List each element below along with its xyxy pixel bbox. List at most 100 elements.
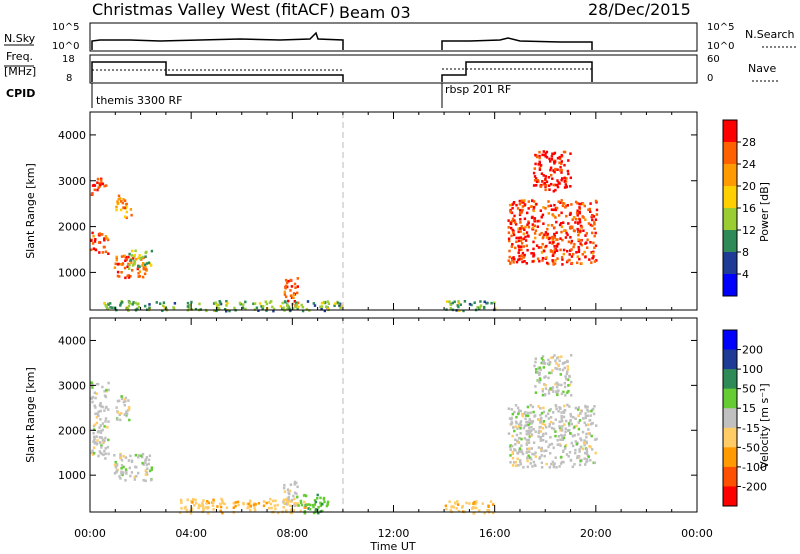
data-cell	[539, 413, 542, 417]
data-cell	[511, 450, 514, 454]
data-cell	[525, 414, 528, 417]
data-cell	[93, 188, 96, 192]
data-cell	[575, 424, 578, 428]
data-cell	[333, 304, 336, 307]
data-cell	[309, 503, 312, 507]
data-cell	[91, 231, 94, 235]
data-cell	[511, 257, 514, 260]
data-cell	[294, 301, 298, 304]
data-cell	[309, 508, 312, 511]
data-cell	[532, 200, 536, 203]
data-cell	[124, 456, 128, 459]
data-cell	[577, 414, 580, 417]
data-cell	[533, 167, 536, 170]
data-cell	[565, 372, 569, 376]
data-cell	[105, 237, 109, 240]
data-cell	[581, 215, 584, 218]
data-cell	[579, 239, 582, 242]
data-cell	[284, 284, 288, 288]
data-cell	[582, 417, 585, 420]
data-cell	[296, 485, 299, 489]
data-cell	[327, 302, 331, 305]
colorbar-tick-label: 28	[742, 136, 756, 149]
data-cell	[554, 259, 557, 262]
colorbar-tick-label: 15	[742, 402, 756, 415]
data-cell	[553, 251, 556, 254]
data-cell	[135, 257, 138, 261]
data-cell	[119, 456, 122, 460]
data-cell	[292, 494, 295, 498]
data-cell	[560, 154, 563, 157]
data-cell	[448, 300, 451, 304]
data-cell	[556, 156, 560, 160]
data-cell	[523, 437, 527, 440]
colorbar-swatch	[723, 252, 737, 275]
data-cell	[567, 455, 570, 458]
data-cell	[553, 203, 556, 207]
data-cell	[570, 255, 574, 258]
colorbar-tick-label: 100	[742, 363, 763, 376]
data-cell	[547, 358, 550, 362]
nsearch-label: N.Search	[745, 28, 795, 41]
data-cell	[564, 427, 567, 430]
data-cell	[123, 215, 127, 218]
data-cell	[221, 499, 224, 502]
data-cell	[98, 404, 102, 407]
data-cell	[568, 374, 571, 378]
data-cell	[538, 156, 541, 160]
data-cell	[486, 301, 489, 305]
data-cell	[525, 438, 529, 442]
data-cell	[545, 449, 548, 452]
velocity-x-axis	[89, 318, 698, 512]
data-cell	[585, 432, 588, 436]
data-cell	[321, 502, 324, 506]
data-cell	[307, 507, 310, 510]
data-cell	[520, 437, 523, 441]
data-cell	[569, 420, 572, 423]
data-cell	[514, 221, 517, 224]
data-cell	[546, 412, 550, 415]
data-cell	[294, 502, 297, 505]
data-cell	[540, 411, 544, 415]
data-cell	[134, 301, 137, 305]
data-cell	[136, 307, 139, 311]
data-cell	[116, 418, 119, 421]
data-cell	[96, 177, 100, 181]
data-cell	[514, 460, 517, 464]
data-cell	[535, 202, 538, 206]
data-cell	[90, 381, 93, 384]
data-cell	[242, 502, 245, 506]
data-cell	[593, 260, 597, 263]
data-cell	[563, 381, 566, 385]
data-cell	[262, 500, 266, 503]
data-cell	[468, 302, 472, 306]
data-cell	[565, 419, 568, 423]
data-cell	[237, 503, 240, 507]
data-cell	[520, 225, 523, 228]
data-cell	[552, 427, 556, 431]
data-cell	[540, 357, 544, 360]
colorbar-tick-label: -100	[742, 461, 767, 474]
data-cell	[534, 430, 537, 433]
data-cell	[141, 264, 144, 267]
data-cell	[99, 451, 102, 455]
data-cell	[561, 438, 564, 442]
data-cell	[537, 435, 540, 438]
data-cell	[132, 257, 135, 260]
data-cell	[475, 506, 478, 510]
data-cell	[566, 204, 569, 207]
data-cell	[288, 492, 291, 496]
data-cell	[540, 361, 543, 365]
data-cell	[457, 301, 461, 305]
data-cell	[587, 222, 591, 225]
data-cell	[528, 450, 531, 453]
data-cell	[559, 407, 562, 410]
data-cell	[146, 473, 149, 476]
data-cell	[130, 460, 134, 463]
data-cell	[197, 506, 200, 510]
data-cell	[584, 234, 587, 237]
data-cell	[564, 236, 568, 239]
data-cell	[560, 199, 563, 202]
data-cell	[293, 282, 297, 286]
data-cell	[512, 231, 515, 234]
